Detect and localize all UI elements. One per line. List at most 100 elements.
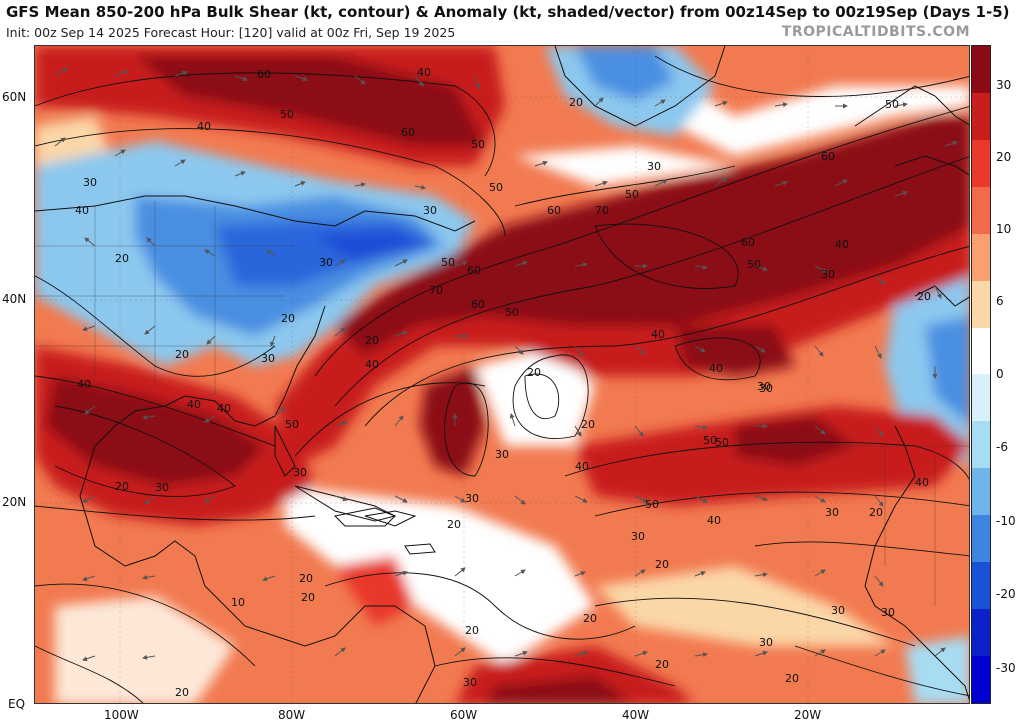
contour-label: 60 (467, 264, 481, 277)
colorbar-segment (972, 562, 990, 610)
contour-label: 30 (647, 160, 661, 173)
contour-label: 30 (631, 530, 645, 543)
contour-label: 70 (595, 204, 609, 217)
shear-map: 60 40 50 60 50 40 30 40 30 50 20 30 20 2… (34, 45, 970, 704)
contour-label: 40 (575, 460, 589, 473)
lon-label-40w: 40W (622, 708, 650, 722)
contour-label: 20 (365, 334, 379, 347)
contour-label: 40 (915, 476, 929, 489)
contour-label: 20 (569, 96, 583, 109)
contour-label: 30 (495, 448, 509, 461)
colorbar-segment (972, 233, 990, 281)
contour-label: 50 (280, 108, 294, 121)
contour-label: 40 (77, 378, 91, 391)
contour-label: 60 (547, 204, 561, 217)
contour-label: 50 (645, 498, 659, 511)
colorbar-label: 0 (996, 367, 1004, 381)
colorbar-segment (972, 280, 990, 328)
contour-label: 30 (319, 256, 333, 269)
contour-label: 20 (583, 612, 597, 625)
contour-label: 20 (655, 658, 669, 671)
colorbar-segment (972, 186, 990, 234)
contour-label: 20 (447, 518, 461, 531)
contour-label: 50 (885, 98, 899, 111)
contour-label: 50 (285, 418, 299, 431)
contour-label: 20 (301, 591, 315, 604)
contour-label: 20 (175, 348, 189, 361)
contour-label: 20 (281, 312, 295, 325)
contour-label: 20 (869, 506, 883, 519)
contour-label: 20 (299, 572, 313, 585)
contour-label: 60 (471, 298, 485, 311)
colorbar-segment (972, 46, 990, 93)
anomaly-vectors (54, 67, 958, 662)
map-subtitle: Init: 00z Sep 14 2025 Forecast Hour: [12… (6, 25, 456, 40)
colorbar-label: 30 (996, 78, 1012, 92)
contour-label: 30 (463, 676, 477, 689)
contour-label: 50 (703, 434, 717, 447)
contour-label: 40 (187, 398, 201, 411)
brand-watermark: TROPICALTIDBITS.COM (781, 24, 970, 40)
contour-label: 60 (741, 236, 755, 249)
contour-label: 60 (821, 150, 835, 163)
contour-label: 20 (465, 624, 479, 637)
colorbar-label: 20 (996, 150, 1012, 164)
colorbar-segment (972, 327, 990, 375)
contour-label: 40 (709, 362, 723, 375)
contour-label: 40 (75, 204, 89, 217)
contour-label: 30 (759, 382, 773, 395)
contour-label: 40 (197, 120, 211, 133)
contour-label: 20 (175, 686, 189, 699)
contour-label: 10 (231, 596, 245, 609)
lon-label-20w: 20W (794, 708, 822, 722)
graticule (35, 46, 969, 703)
contour-label: 20 (527, 366, 541, 379)
contour-label: 70 (429, 284, 443, 297)
contour-label: 30 (293, 466, 307, 479)
contour-label: 30 (465, 492, 479, 505)
contour-label: 30 (757, 380, 771, 393)
colorbar-segment (972, 515, 990, 563)
contour-label: 20 (785, 672, 799, 685)
contour-label: 20 (917, 290, 931, 303)
lon-label-60w: 60W (450, 708, 478, 722)
colorbar-label: 6 (996, 294, 1004, 308)
contour-label: 60 (257, 68, 271, 81)
coastlines (35, 46, 969, 703)
contour-label: 30 (423, 204, 437, 217)
colorbar-label: -20 (996, 587, 1016, 601)
contour-label: 40 (365, 358, 379, 371)
contour-label: 30 (821, 268, 835, 281)
colorbar-label: -10 (996, 514, 1016, 528)
contour-label: 50 (747, 258, 761, 271)
contour-label: 40 (417, 66, 431, 79)
lon-label-100w: 100W (104, 708, 139, 722)
anomaly-shading (35, 46, 969, 703)
colorbar-label: -6 (996, 440, 1008, 454)
contour-label: 30 (155, 481, 169, 494)
lat-label-eq: EQ (8, 697, 26, 711)
contour-label: 30 (261, 352, 275, 365)
lon-label-80w: 80W (278, 708, 306, 722)
contour-label: 50 (625, 188, 639, 201)
contour-label: 20 (115, 480, 129, 493)
lat-label-40n: 40N (2, 292, 27, 306)
contour-label: 40 (707, 514, 721, 527)
colorbar-label: 10 (996, 222, 1012, 236)
contour-label: 50 (505, 306, 519, 319)
contour-label: 30 (831, 604, 845, 617)
contour-label: 50 (441, 256, 455, 269)
contour-label: 50 (489, 181, 503, 194)
lat-label-60n: 60N (2, 90, 27, 104)
map-title: GFS Mean 850-200 hPa Bulk Shear (kt, con… (6, 3, 1010, 21)
colorbar-segment (972, 374, 990, 422)
colorbar-segment (972, 609, 990, 656)
contour-label: 50 (715, 436, 729, 449)
colorbar-segment (972, 468, 990, 516)
colorbar-segment (972, 139, 990, 187)
contour-label: 20 (115, 252, 129, 265)
contour-labels: 60 40 50 60 50 40 30 40 30 50 20 30 20 2… (75, 66, 931, 699)
colorbar-label: -30 (996, 661, 1016, 675)
contour-label: 30 (881, 606, 895, 619)
contour-label: 40 (651, 328, 665, 341)
